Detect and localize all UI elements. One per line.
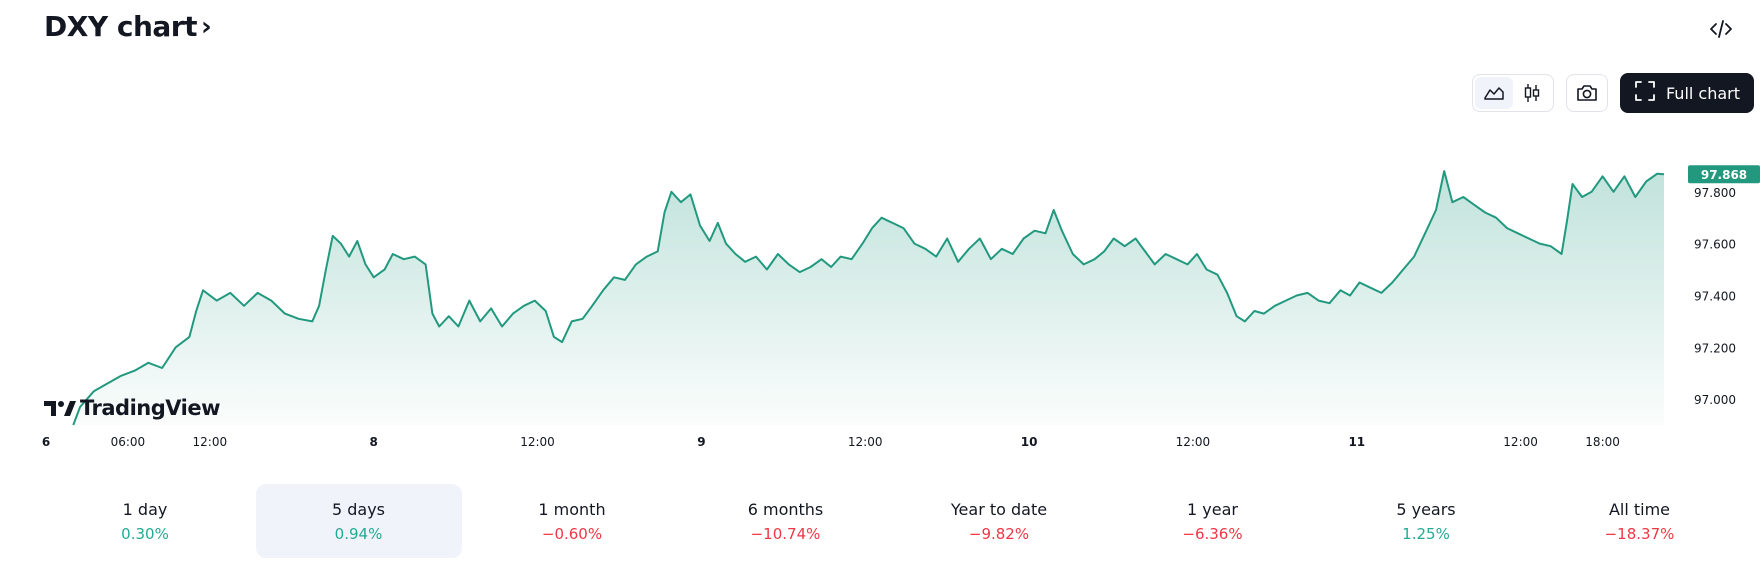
price-area-fill — [73, 171, 1664, 425]
y-tick-label: 97.600 — [1694, 238, 1736, 252]
x-tick-label: 6 — [42, 435, 50, 449]
last-price-label: 97.868 — [1701, 168, 1747, 182]
page-title[interactable]: DXY chart › — [44, 10, 212, 43]
period-label: 5 days — [331, 499, 386, 519]
chart-toolbar: Full chart — [1472, 73, 1754, 113]
code-embed-icon[interactable] — [1708, 16, 1734, 42]
last-price-badge — [1688, 165, 1760, 184]
tradingview-watermark: TradingView — [44, 396, 220, 420]
price-chart[interactable]: 97.000 97.200 97.400 97.600 97.800 6 06:00 12:… — [0, 0, 1760, 470]
y-tick-label: 97.000 — [1694, 393, 1736, 407]
full-chart-button[interactable]: Full chart — [1620, 73, 1754, 113]
period-tab[interactable]: All time −18.37% — [1537, 484, 1743, 558]
period-change: −10.74% — [750, 524, 821, 543]
period-label: All time — [1608, 499, 1671, 519]
period-tab[interactable]: 1 month −0.60% — [469, 484, 675, 558]
x-tick-label: 12:00 — [848, 435, 883, 449]
period-label: Year to date — [950, 499, 1048, 519]
page-title-text: DXY chart — [44, 10, 197, 43]
x-tick-label: 06:00 — [111, 435, 146, 449]
x-tick-label: 9 — [697, 435, 705, 449]
x-tick-label: 18:00 — [1585, 435, 1620, 449]
period-change: 1.25% — [1402, 524, 1450, 543]
period-change: −18.37% — [1604, 524, 1675, 543]
fullscreen-icon — [1634, 80, 1656, 106]
period-change: −6.36% — [1182, 524, 1243, 543]
y-tick-label: 97.800 — [1694, 186, 1736, 200]
period-change: 0.94% — [334, 524, 383, 543]
camera-icon[interactable] — [1566, 74, 1608, 112]
price-line — [72, 170, 1665, 426]
x-tick-label: 11 — [1348, 435, 1365, 449]
area-chart-icon[interactable] — [1475, 77, 1513, 109]
x-tick-label: 12:00 — [1176, 435, 1211, 449]
period-change: 0.30% — [121, 524, 169, 543]
x-tick-label: 10 — [1021, 435, 1038, 449]
period-label: 1 year — [1187, 499, 1238, 519]
period-label: 1 month — [538, 499, 606, 519]
period-change: −9.82% — [968, 524, 1030, 543]
y-tick-label: 97.400 — [1694, 290, 1736, 304]
period-tab[interactable]: 6 months −10.74% — [683, 484, 889, 558]
period-tab[interactable]: 5 days 0.94% — [255, 484, 462, 558]
period-tab[interactable]: 5 years 1.25% — [1323, 484, 1529, 558]
period-label: 1 day — [122, 499, 168, 519]
period-tab[interactable]: 1 day 0.30% — [42, 484, 248, 558]
chevron-right-icon: › — [200, 11, 212, 42]
x-tick-label: 12:00 — [1503, 435, 1538, 449]
y-tick-label: 97.200 — [1694, 341, 1736, 355]
candlestick-icon[interactable] — [1513, 77, 1551, 109]
tradingview-logo-icon — [44, 401, 76, 416]
period-tab[interactable]: 1 year −6.36% — [1110, 484, 1316, 558]
period-selector: 1 day 0.30% 5 days 0.94% 1 month −0.60% 6 mont… — [44, 484, 1714, 558]
x-tick-label: 12:00 — [520, 435, 555, 449]
period-tab[interactable]: Year to date −9.82% — [896, 484, 1102, 558]
full-chart-label: Full chart — [1665, 83, 1741, 103]
chart-style-toggle — [1472, 74, 1554, 112]
period-label: 5 years — [1396, 499, 1456, 519]
period-change: −0.60% — [541, 524, 603, 543]
tradingview-text: TradingView — [80, 396, 220, 420]
period-label: 6 months — [747, 499, 824, 519]
x-tick-label: 8 — [370, 435, 378, 449]
x-tick-label: 12:00 — [193, 435, 228, 449]
